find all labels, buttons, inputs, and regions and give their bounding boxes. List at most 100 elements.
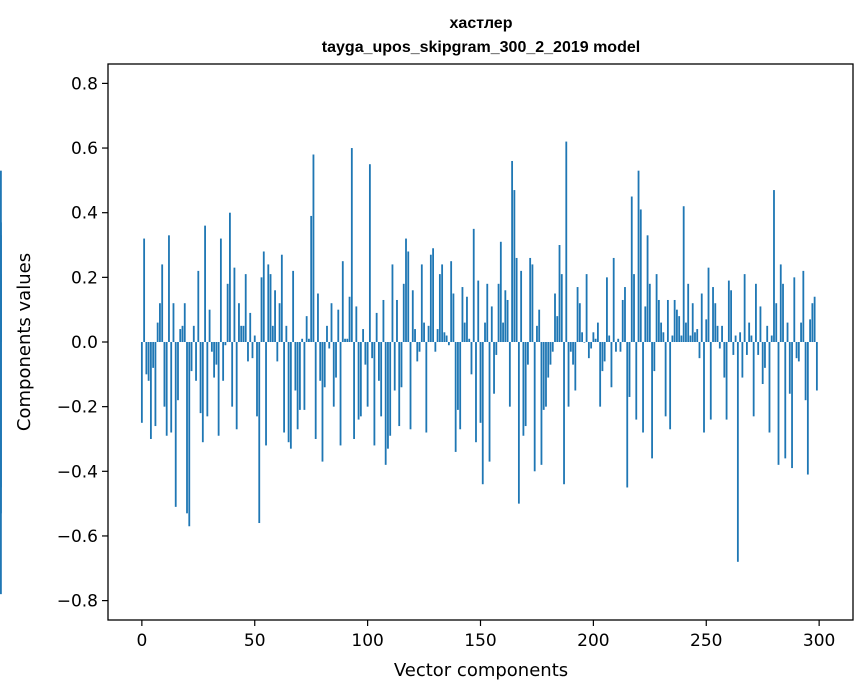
bar [192,325,195,342]
bar [387,342,389,449]
bar [303,342,306,410]
bar [0,342,2,514]
bar [314,342,317,439]
bar [542,342,545,410]
bar [705,319,708,342]
bar [578,303,581,342]
bar [608,335,611,342]
bar [301,338,304,342]
bar [755,283,757,342]
bar [626,342,629,488]
y-axis-ticks: −0.8 −0.6 −0.4 −0.2 0.0 0.2 0.4 0.6 0.8 [57,74,108,612]
bar [229,212,231,342]
bar [217,342,220,436]
bar [267,264,270,342]
bar [601,342,604,372]
bar [791,342,793,469]
bar [545,342,547,407]
bar [454,342,457,452]
bar [639,209,642,342]
bar [761,342,764,385]
bar [533,342,536,472]
bar [813,296,816,342]
bar [226,283,229,342]
bar [815,342,818,391]
bar [657,299,660,342]
y-tick-label: 0.6 [71,139,98,159]
bar [793,277,796,342]
bar [630,196,633,342]
bar [310,215,313,342]
bar [782,283,784,342]
bar [739,332,742,342]
bar [242,325,245,342]
bar [606,277,608,342]
bar [497,283,500,342]
bar [727,280,730,342]
bar [287,342,290,443]
bar [734,335,737,342]
bar [506,299,509,342]
bar [590,342,593,349]
bar [355,306,358,342]
bar [219,238,222,342]
plot-frame [107,63,854,621]
bar [748,322,751,342]
bar [450,261,453,342]
bar [235,342,238,430]
bar [317,293,319,342]
bar [768,342,771,433]
bar [416,342,419,362]
bar [723,342,726,378]
bar [775,303,778,342]
bar [691,303,694,342]
bar [253,335,256,342]
bar [384,342,387,465]
bar [800,322,802,342]
bar [646,235,649,342]
bar [508,342,511,407]
bar [745,342,748,355]
bar [468,338,471,342]
bar [556,316,559,342]
bar [418,342,421,352]
bar [725,342,728,420]
bar [308,338,310,342]
chart-title: хастлер [450,15,513,32]
bar [660,322,663,342]
bar [190,342,193,372]
bar [610,342,613,388]
bar [560,274,563,342]
bar [540,342,543,465]
bar [513,190,516,342]
bar [522,342,525,436]
bar [445,335,448,342]
bar [499,241,502,342]
bar [567,342,570,407]
bar [576,287,579,342]
bar [698,342,701,359]
y-tick-label: 0.8 [71,74,98,94]
bar [770,335,773,342]
bar [305,316,308,342]
bar [147,342,150,381]
bar [319,342,322,381]
x-axis-label: Vector components [394,660,568,681]
bar [515,257,518,342]
bar [152,342,155,368]
bar [210,342,213,352]
bar [811,303,814,342]
bar [712,287,714,342]
bar [644,306,647,342]
bar [696,329,699,342]
bar [276,342,279,362]
bar [666,299,669,342]
bar [283,342,285,433]
x-tick-label: 200 [577,631,609,651]
bar [477,280,480,342]
bar [362,329,365,342]
bar [628,342,631,397]
bar [375,312,378,342]
bar [400,342,403,388]
y-tick-label: 0.2 [71,268,98,288]
